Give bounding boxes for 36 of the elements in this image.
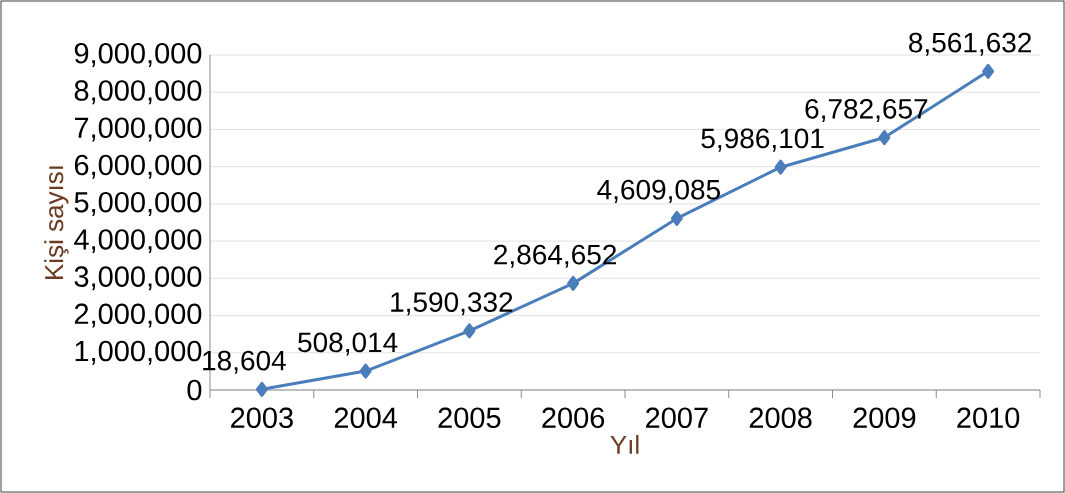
point — [774, 159, 787, 175]
y-tick-label: 4,000,000 — [74, 229, 202, 254]
data-label: 5,986,101 — [701, 128, 824, 152]
point — [463, 323, 476, 339]
x-tick-label: 2009 — [853, 407, 916, 429]
point — [359, 363, 372, 379]
point — [255, 381, 268, 397]
y-tick-label: 6,000,000 — [74, 154, 202, 179]
y-tick-label: 2,000,000 — [74, 303, 202, 328]
x-tick-label: 2005 — [438, 407, 501, 429]
x-axis-title: Yıl — [610, 434, 639, 454]
y-tick-label: 8,000,000 — [74, 80, 202, 105]
point — [670, 210, 683, 226]
y-tick-label: 0 — [187, 379, 202, 401]
x-tick-label: 2010 — [957, 407, 1020, 429]
y-axis-title: Kişi sayısı — [44, 166, 69, 279]
data-label: 8,561,632 — [909, 32, 1031, 56]
data-label: 2,864,652 — [494, 244, 616, 268]
data-label: 508,014 — [298, 332, 398, 356]
point — [567, 275, 580, 291]
x-tick-label: 2004 — [334, 407, 398, 429]
point — [982, 63, 995, 79]
x-tick-label: 2006 — [542, 407, 605, 429]
y-tick-label: 9,000,000 — [74, 43, 202, 67]
data-label: 4,609,085 — [597, 179, 720, 203]
y-tick-label: 3,000,000 — [74, 266, 202, 291]
x-tick-label: 2007 — [646, 407, 708, 429]
x-tick-label: 2003 — [231, 407, 293, 429]
y-tick-label: 7,000,000 — [74, 117, 202, 142]
point — [878, 130, 891, 146]
y-tick-label: 1,000,000 — [75, 340, 202, 365]
data-label: 1,590,332 — [391, 292, 513, 316]
data-label: 6,782,657 — [805, 98, 928, 122]
x-tick-label: 2008 — [749, 407, 812, 429]
data-label: 18,604 — [203, 350, 286, 374]
y-tick-label: 5,000,000 — [74, 191, 202, 216]
